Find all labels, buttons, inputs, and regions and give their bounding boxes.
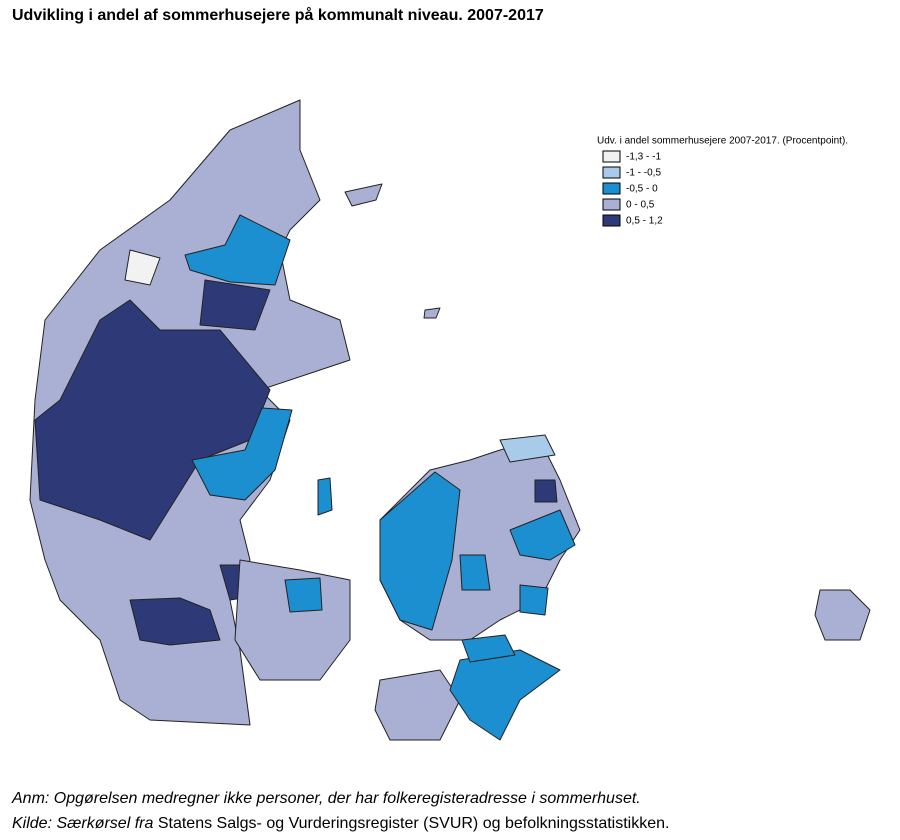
region xyxy=(461,634,516,663)
legend-label: -0,5 - 0 xyxy=(626,184,658,195)
region xyxy=(129,597,221,646)
region xyxy=(124,249,161,286)
region xyxy=(814,589,871,641)
source-italic: Kilde: Særkørsel fra xyxy=(12,815,153,832)
region xyxy=(344,183,383,207)
legend-label: -1 - -0,5 xyxy=(626,168,661,179)
region xyxy=(379,471,461,631)
legend-label: 0,5 - 1,2 xyxy=(626,216,663,227)
region xyxy=(499,434,556,463)
legend-label: -1,3 - -1 xyxy=(626,152,661,163)
source-rest: Statens Salgs- og Vurderingsregister (SV… xyxy=(158,815,670,832)
region xyxy=(449,649,561,741)
region xyxy=(459,554,491,591)
legend-swatch xyxy=(602,198,621,211)
title: Udvikling i andel af sommerhusejere på k… xyxy=(12,6,544,24)
region xyxy=(534,479,558,503)
region xyxy=(509,509,576,561)
region xyxy=(191,407,293,501)
region xyxy=(317,477,333,516)
region xyxy=(199,279,271,331)
map xyxy=(29,99,871,741)
region xyxy=(423,307,441,319)
legend-swatch xyxy=(602,166,621,179)
region xyxy=(374,669,461,741)
region xyxy=(234,559,351,681)
legend-label: 0 - 0,5 xyxy=(626,200,655,211)
legend-title: Udv. i andel sommerhusejere 2007-2017. (… xyxy=(597,136,848,147)
note: Anm: Opgørelsen medregner ikke personer,… xyxy=(11,790,641,807)
legend-swatch xyxy=(602,182,621,195)
legend-swatch xyxy=(602,150,621,163)
region xyxy=(184,214,291,286)
legend: Udv. i andel sommerhusejere 2007-2017. (… xyxy=(597,136,848,227)
region xyxy=(519,584,549,616)
region xyxy=(284,577,323,613)
source: Kilde: Særkørsel fra Statens Salgs- og V… xyxy=(12,815,669,832)
legend-swatch xyxy=(602,214,621,227)
